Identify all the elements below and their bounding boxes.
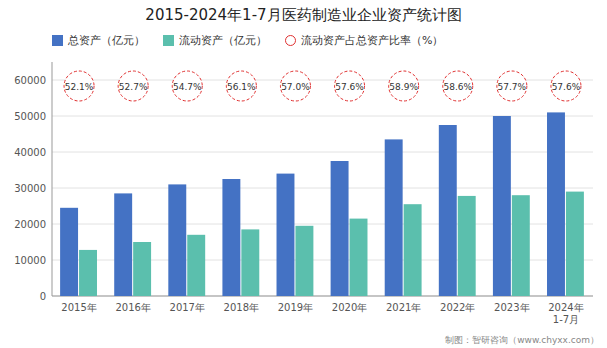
bar (512, 195, 530, 296)
legend: 总资产（亿元） 流动资产（亿元） 流动资产占总资产比率（%） (52, 34, 443, 47)
legend-label: 流动资产（亿元） (179, 34, 267, 47)
ratio-label: 52.7% (119, 82, 148, 92)
ratio-label: 57.7% (498, 82, 527, 92)
y-tick-label: 40000 (14, 147, 46, 158)
bar (404, 204, 422, 296)
ratio-label: 58.6% (443, 82, 472, 92)
legend-swatch (286, 36, 296, 46)
ratio-badge (389, 71, 419, 101)
ratio-badge (335, 71, 365, 101)
ratio-badge (551, 71, 581, 101)
x-tick-label: 2022年 (440, 302, 475, 313)
ratio-label: 57.6% (552, 82, 581, 92)
bar (350, 219, 368, 296)
y-axis-line (52, 62, 53, 296)
chart: 2015-2024年1-7月医药制造业企业资产统计图 0 10000 20000 300… (0, 0, 607, 348)
y-tick-label: 0 (40, 291, 46, 302)
ratio-label: 56.1% (227, 82, 256, 92)
bar (277, 174, 295, 296)
y-tick-label: 30000 (14, 183, 46, 194)
bar (114, 193, 132, 296)
bar (439, 125, 457, 296)
x-tick-label-line: 2023年 (494, 302, 529, 313)
bar (493, 116, 511, 296)
bar (241, 229, 259, 296)
x-tick-label: 2017年 (170, 302, 205, 313)
x-tick-label: 2021年 (386, 302, 421, 313)
bar (295, 226, 313, 296)
ratio-label: 58.9% (389, 82, 418, 92)
ratio-label: 52.1% (65, 82, 94, 92)
ratio-badge (64, 71, 94, 101)
x-tick-label-line: 2019年 (278, 302, 313, 313)
legend-label: 流动资产占总资产比率（%） (301, 34, 443, 47)
ratio-badge (226, 71, 256, 101)
marks (60, 71, 584, 296)
x-tick-label-line: 2022年 (440, 302, 475, 313)
ratio-badge (172, 71, 202, 101)
x-tick-label-line: 2024年 (548, 302, 583, 313)
x-tick-label: 2020年 (332, 302, 367, 313)
bar (187, 235, 205, 296)
x-tick-label-line: 2015年 (61, 302, 96, 313)
x-tick-label-line: 2017年 (170, 302, 205, 313)
x-tick-label: 2015年 (61, 302, 96, 313)
ratio-badge (118, 71, 148, 101)
y-tick-label: 50000 (14, 111, 46, 122)
labels: 52.1% 52.7% 54.7% 56.1% 57.0% 57.6% 58.9% 58.6%… (65, 82, 581, 92)
grid-line (52, 152, 593, 153)
bar (79, 250, 97, 296)
bar (331, 161, 349, 296)
bar (222, 179, 240, 296)
grid-line (52, 188, 593, 189)
x-tick-label-line: 2020年 (332, 302, 367, 313)
ratio-badge (443, 71, 473, 101)
bar (566, 192, 584, 296)
annotation: 制图：智研咨询（www.chyxx.com） (445, 335, 599, 345)
x-tick-label: 2016年 (115, 302, 150, 313)
ratio-label: 57.6% (335, 82, 364, 92)
grid-line (52, 116, 593, 117)
ratio-label: 54.7% (173, 82, 202, 92)
y-tick-label: 10000 (14, 255, 46, 266)
legend-swatch (163, 35, 174, 46)
ratio-badge (497, 71, 527, 101)
bar (133, 242, 151, 296)
x-tick-label-line: 1-7月 (553, 314, 579, 325)
legend-swatch (52, 35, 63, 46)
bar (547, 112, 565, 296)
x-tick-label-line: 2018年 (224, 302, 259, 313)
x-tick-label: 2023年 (494, 302, 529, 313)
y-tick-label: 60000 (14, 75, 46, 86)
ratio-label: 57.0% (281, 82, 310, 92)
title: 2015-2024年1-7月医药制造业企业资产统计图 (145, 6, 461, 24)
bar (385, 139, 403, 296)
bar (60, 208, 78, 296)
legend-label: 总资产（亿元） (67, 34, 145, 47)
x-tick-label: 2019年 (278, 302, 313, 313)
x-tick-label: 2024年1-7月 (548, 302, 583, 325)
ratio-badge (280, 71, 310, 101)
x-tick-label-line: 2016年 (115, 302, 150, 313)
grid (52, 80, 593, 296)
x-tick-label: 2018年 (224, 302, 259, 313)
y-tick-label: 20000 (14, 219, 46, 230)
x-tick-label-line: 2021年 (386, 302, 421, 313)
bar (458, 196, 476, 296)
bar (168, 184, 186, 296)
